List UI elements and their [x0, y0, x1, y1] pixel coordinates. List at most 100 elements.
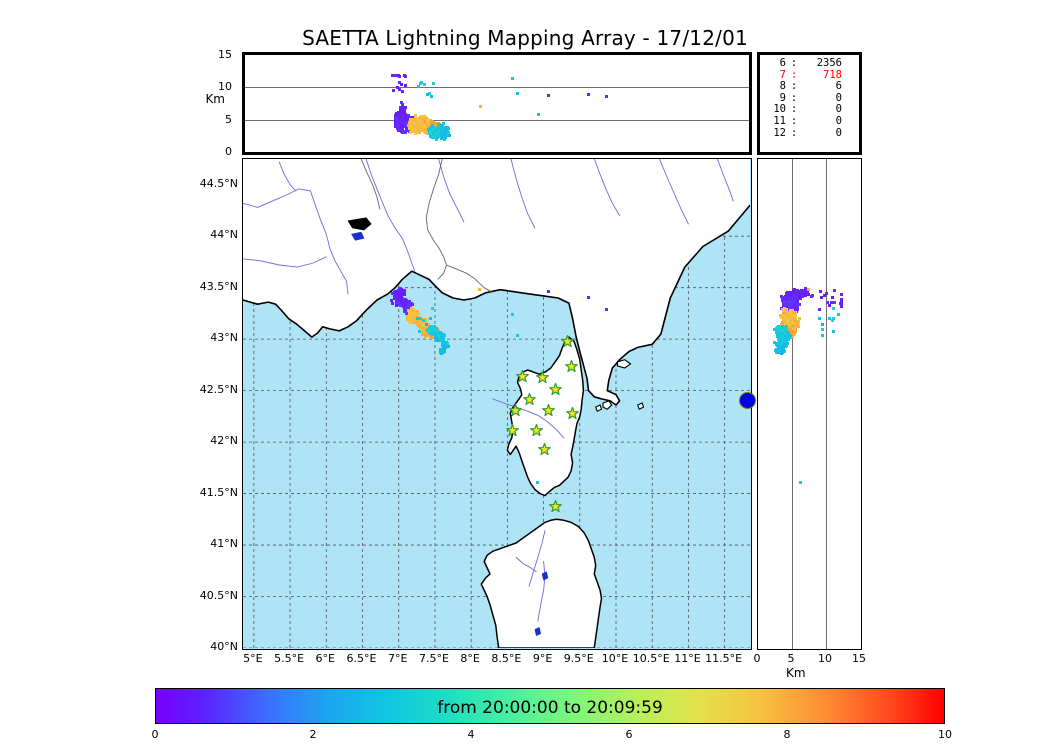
lightning-source-point — [393, 121, 397, 125]
lightning-source-point — [420, 125, 424, 129]
lightning-source-point — [427, 120, 431, 124]
lightning-source-point — [419, 116, 423, 120]
lightning-source-point — [400, 116, 404, 120]
lightning-source-point — [426, 132, 429, 135]
lightning-source-point — [429, 94, 433, 98]
lightning-source-point — [400, 101, 404, 105]
lightning-source-point — [424, 119, 428, 123]
lightning-source-point — [406, 128, 410, 132]
altitude-vs-longitude-panel[interactable] — [242, 52, 752, 155]
stats-row: 8:6 — [766, 81, 844, 93]
lightning-source-point — [405, 126, 409, 130]
lightning-source-point — [413, 132, 417, 136]
lightning-source-point — [406, 114, 410, 118]
stats-separator: : — [790, 57, 798, 69]
lightning-source-point — [396, 123, 400, 127]
lightning-source-point — [443, 130, 447, 134]
lightning-source-point — [425, 117, 428, 121]
lightning-source-point — [401, 120, 405, 124]
lightning-source-point — [431, 120, 434, 124]
top-panel-y-tick: 0 — [225, 145, 232, 158]
lightning-source-point — [428, 129, 432, 133]
lightning-source-point — [425, 121, 429, 124]
lightning-source-point — [547, 93, 551, 97]
lightning-source-point — [397, 125, 401, 129]
stats-row: 12: 0 — [766, 126, 844, 140]
lightning-source-point — [403, 83, 407, 87]
lightning-source-point — [391, 88, 395, 92]
stats-station-count: 11 — [773, 114, 786, 127]
lightning-source-point — [402, 116, 406, 120]
map-panel[interactable] — [242, 158, 752, 650]
lightning-source-point — [403, 112, 407, 116]
top-panel-plot-area — [245, 55, 749, 152]
lightning-source-point — [417, 126, 421, 130]
lightning-source-point — [419, 114, 423, 118]
lightning-source-point — [403, 125, 407, 129]
lightning-source-point — [400, 123, 404, 127]
lightning-source-point — [422, 116, 426, 120]
lightning-source-point — [399, 127, 403, 131]
lightning-source-point — [402, 108, 406, 112]
gridline — [245, 119, 749, 121]
lightning-source-point — [403, 130, 407, 134]
lightning-source-point — [420, 81, 424, 85]
stats-value: 2356 — [816, 57, 842, 69]
lightning-source-point — [412, 122, 416, 126]
lightning-source-point — [420, 129, 424, 133]
lightning-source-point — [403, 75, 407, 79]
top-panel-y-tick: 10 — [218, 80, 232, 94]
stats-station-count: 6 — [779, 57, 786, 69]
lightning-source-point — [409, 128, 413, 132]
lightning-source-point — [399, 109, 403, 113]
top-panel-y-tick: 15 — [218, 48, 232, 61]
lightning-source-point — [401, 130, 405, 134]
lightning-source-point — [424, 131, 428, 135]
lightning-source-point — [419, 128, 423, 132]
lightning-source-point — [587, 93, 590, 97]
lightning-source-point — [404, 123, 408, 127]
stats-separator: : — [790, 126, 798, 139]
lightning-source-point — [479, 105, 482, 109]
lightning-source-point — [421, 121, 425, 125]
lightning-source-point — [428, 123, 432, 127]
lightning-source-point — [397, 127, 401, 131]
lightning-source-point — [400, 89, 404, 93]
lightning-source-point — [431, 81, 435, 85]
stats-row: 6: 2356 — [766, 57, 844, 70]
top-panel-y-tick: 5 — [225, 112, 232, 126]
lightning-source-point — [402, 111, 406, 114]
lightning-source-point — [422, 130, 426, 134]
stats-value: 0 — [835, 114, 842, 127]
lightning-source-point — [404, 120, 408, 124]
lightning-source-point — [407, 116, 411, 120]
stats-row: 11: 0 — [766, 114, 844, 128]
lightning-source-point — [423, 126, 427, 130]
lightning-source-point — [400, 112, 404, 116]
lightning-source-point — [399, 106, 403, 110]
lightning-source-point — [411, 115, 415, 119]
lightning-source-point — [433, 124, 437, 127]
page-title: SAETTA Lightning Mapping Array - 17/12/0… — [302, 26, 748, 50]
lightning-source-point — [446, 131, 450, 135]
lightning-source-point — [422, 119, 426, 123]
stats-station-count: 12 — [773, 126, 786, 139]
stats-separator: : — [790, 114, 798, 127]
lightning-source-point — [536, 113, 540, 117]
lightning-source-point — [422, 82, 426, 86]
gridline — [245, 87, 749, 89]
lightning-source-point — [605, 95, 608, 99]
lightning-source-point — [398, 119, 402, 123]
lightning-source-point — [397, 129, 401, 133]
lightning-source-point — [511, 77, 515, 80]
stats-row: 7:718 — [766, 69, 844, 82]
lightning-source-point — [416, 85, 420, 89]
lightning-source-point — [403, 118, 407, 122]
lightning-source-point — [395, 85, 399, 89]
lightning-source-point — [398, 115, 402, 119]
lightning-source-point — [399, 82, 403, 86]
lightning-source-point — [422, 124, 426, 128]
lightning-source-point — [417, 130, 421, 134]
stats-value: 0 — [835, 126, 842, 139]
lightning-source-point — [394, 117, 398, 121]
